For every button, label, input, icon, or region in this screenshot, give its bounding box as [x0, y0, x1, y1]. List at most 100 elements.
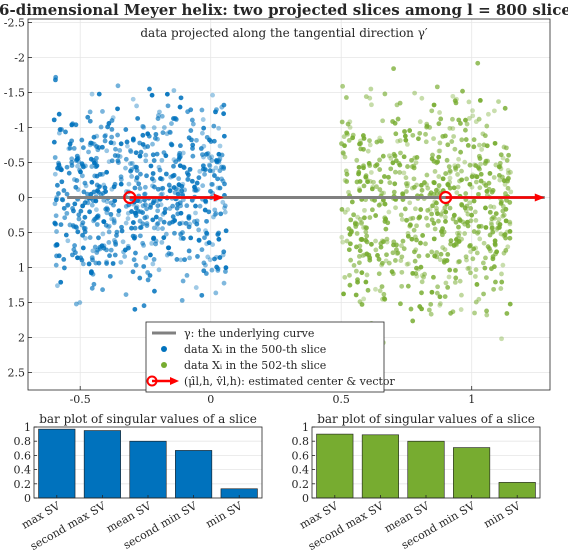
- scatter-point: [463, 137, 469, 142]
- scatter-point: [442, 294, 448, 299]
- scatter-point: [471, 144, 477, 150]
- scatter-point: [447, 205, 453, 211]
- scatter-point: [444, 157, 450, 163]
- scatter-point: [432, 226, 438, 232]
- bar-y-tick-label: 0.8: [292, 435, 310, 448]
- scatter-point: [459, 168, 464, 174]
- scatter-point: [56, 253, 62, 259]
- scatter-point: [368, 86, 374, 92]
- scatter-point: [456, 233, 462, 238]
- bar: [129, 440, 167, 499]
- scatter-point: [483, 225, 489, 230]
- scatter-point: [79, 137, 85, 143]
- scatter-point: [468, 206, 474, 211]
- scatter-point: [431, 158, 437, 164]
- scatter-point: [150, 217, 156, 223]
- scatter-point: [361, 296, 367, 302]
- scatter-point: [152, 184, 157, 190]
- scatter-point: [92, 244, 98, 250]
- y-tick-label: 2.5: [8, 367, 26, 380]
- scatter-point: [178, 257, 184, 263]
- scatter-point: [222, 209, 228, 215]
- scatter-point: [199, 130, 205, 136]
- scatter-point: [354, 244, 359, 250]
- scatter-point: [159, 191, 165, 197]
- scatter-point: [445, 251, 451, 257]
- scatter-point: [177, 155, 183, 160]
- scatter-point: [500, 155, 506, 161]
- scatter-point: [468, 270, 473, 276]
- scatter-point: [374, 184, 379, 190]
- scatter-point: [399, 254, 405, 260]
- scatter-point: [493, 279, 498, 285]
- scatter-point: [171, 172, 177, 178]
- scatter-point: [197, 203, 203, 209]
- scatter-point: [130, 220, 136, 225]
- scatter-point: [187, 255, 192, 261]
- scatter-point: [433, 187, 439, 193]
- scatter-point: [75, 163, 80, 169]
- scatter-point: [114, 233, 119, 238]
- scatter-point: [200, 183, 206, 189]
- scatter-point: [149, 92, 155, 98]
- scatter-point: [186, 248, 192, 254]
- legend-marker-arrowhead: [170, 377, 179, 385]
- scatter-point: [465, 211, 471, 217]
- scatter-point: [155, 220, 161, 226]
- scatter-point: [140, 240, 146, 246]
- scatter-point: [65, 238, 71, 244]
- scatter-point: [212, 212, 218, 217]
- figure-title: 36-dimensional Meyer helix: two projecte…: [0, 1, 568, 19]
- scatter-point: [354, 231, 360, 236]
- scatter-point: [207, 162, 212, 168]
- scatter-point: [95, 147, 101, 153]
- scatter-point: [61, 257, 67, 262]
- x-tick-label: 1: [468, 393, 475, 406]
- scatter-point: [151, 257, 157, 262]
- scatter-point: [169, 121, 174, 126]
- scatter-point: [425, 222, 431, 228]
- scatter-point: [67, 145, 73, 151]
- scatter-point: [455, 172, 460, 177]
- scatter-point: [468, 249, 473, 255]
- scatter-point: [344, 179, 350, 184]
- scatter-point: [148, 252, 153, 258]
- scatter-point: [397, 138, 403, 143]
- scatter-point: [178, 231, 183, 237]
- scatter-point: [222, 203, 228, 209]
- scatter-point: [153, 214, 159, 220]
- scatter-point: [410, 318, 416, 324]
- scatter-point: [180, 192, 185, 198]
- scatter-point: [182, 187, 188, 193]
- scatter-point: [410, 215, 416, 221]
- scatter-point: [223, 265, 229, 271]
- scatter-point: [434, 290, 440, 296]
- scatter-point: [464, 203, 470, 209]
- scatter-point: [456, 216, 462, 222]
- scatter-point: [409, 236, 415, 242]
- scatter-point: [402, 133, 408, 139]
- scatter-point: [419, 187, 425, 193]
- scatter-point: [384, 239, 390, 245]
- scatter-point: [215, 176, 220, 182]
- scatter-point: [342, 154, 348, 160]
- scatter-point: [101, 182, 107, 188]
- scatter-point: [486, 180, 492, 186]
- scatter-point: [196, 237, 202, 243]
- scatter-point: [412, 249, 417, 255]
- scatter-point: [496, 99, 501, 104]
- scatter-point: [82, 214, 88, 220]
- scatter-point: [356, 260, 362, 266]
- scatter-point: [393, 205, 398, 211]
- scatter-point: [436, 183, 442, 188]
- scatter-point: [498, 201, 504, 206]
- scatter-point: [123, 156, 129, 162]
- scatter-point: [347, 125, 353, 130]
- scatter-point: [144, 221, 150, 226]
- scatter-point: [101, 245, 107, 251]
- scatter-point: [382, 91, 388, 97]
- scatter-point: [184, 203, 190, 209]
- y-tick-label: 1.5: [8, 297, 26, 310]
- scatter-point: [180, 278, 186, 284]
- scatter-point: [429, 211, 434, 217]
